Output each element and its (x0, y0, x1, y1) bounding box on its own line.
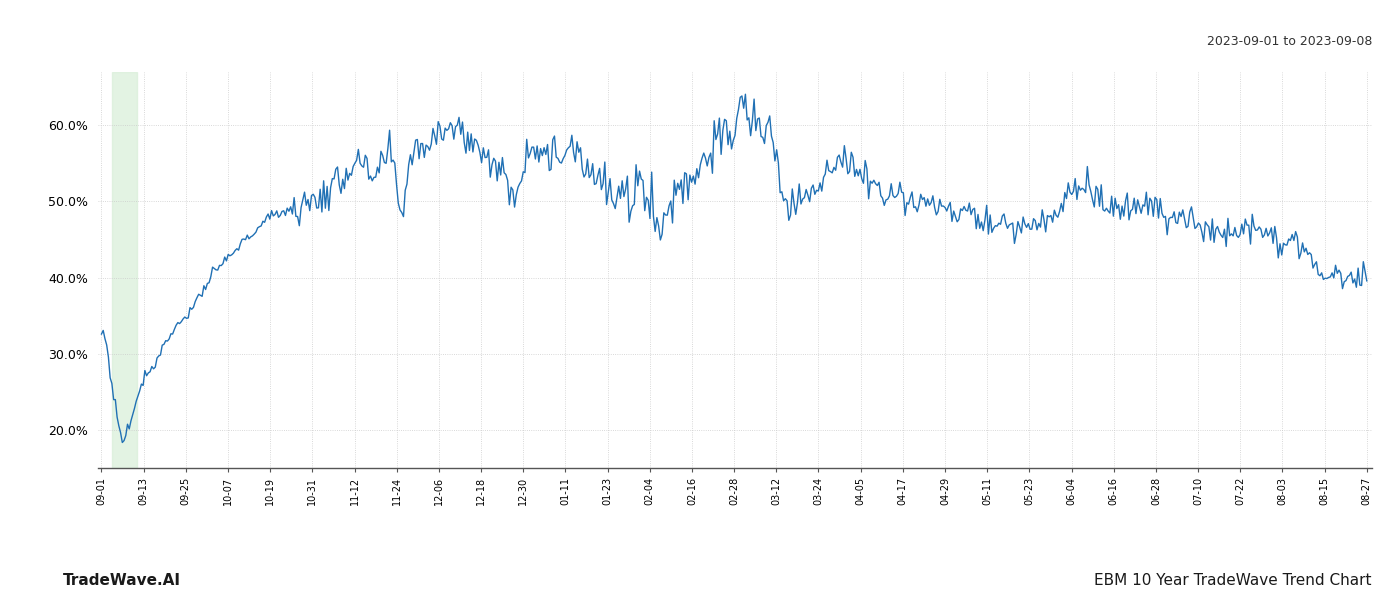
Text: EBM 10 Year TradeWave Trend Chart: EBM 10 Year TradeWave Trend Chart (1095, 573, 1372, 588)
Text: 2023-09-01 to 2023-09-08: 2023-09-01 to 2023-09-08 (1207, 35, 1372, 48)
Text: TradeWave.AI: TradeWave.AI (63, 573, 181, 588)
Bar (112, 72, 137, 468)
